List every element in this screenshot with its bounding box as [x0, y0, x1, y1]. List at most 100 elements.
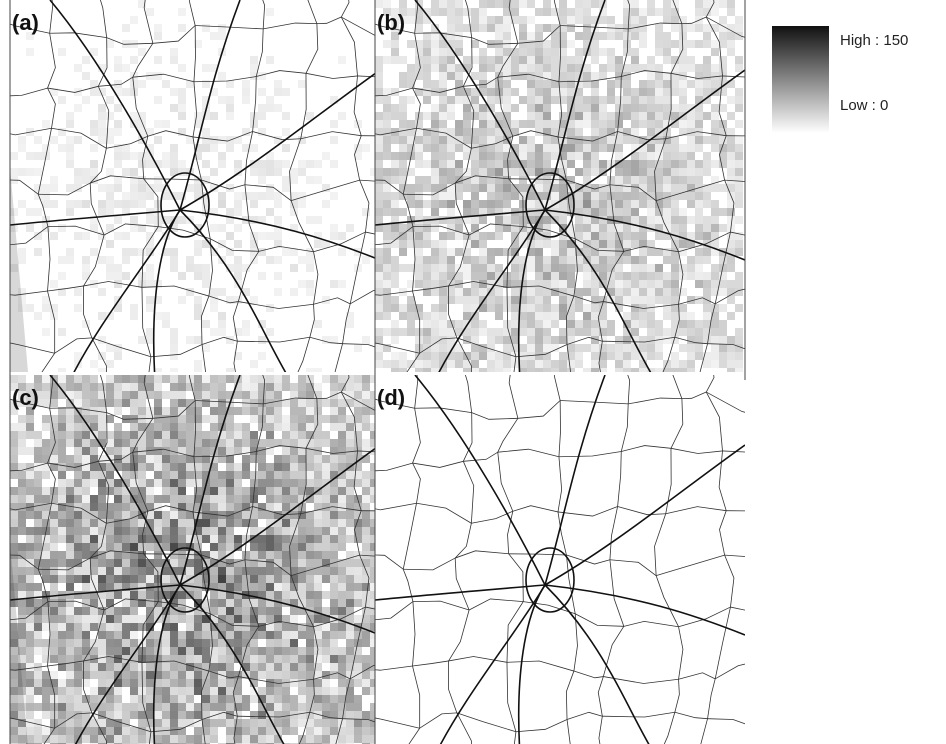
heat-cell	[146, 671, 154, 679]
heat-cell	[202, 439, 210, 447]
heat-cell	[26, 567, 34, 575]
heat-cell	[114, 543, 122, 551]
heat-cell	[631, 0, 639, 8]
heat-cell	[106, 655, 114, 663]
heat-cell	[591, 144, 599, 152]
heat-cell	[583, 200, 591, 208]
heat-cell	[471, 280, 479, 288]
heat-cell	[186, 479, 194, 487]
heat-cell	[218, 383, 226, 391]
heat-cell	[399, 144, 407, 152]
heat-cell	[146, 272, 154, 280]
heat-cell	[98, 288, 106, 296]
heat-cell	[282, 647, 290, 655]
heat-cell	[66, 495, 74, 503]
heat-cell	[82, 647, 90, 655]
heat-cell	[487, 368, 495, 376]
heat-cell	[290, 176, 298, 184]
heat-cell	[266, 431, 274, 439]
heat-cell	[639, 320, 647, 328]
heat-cell	[314, 527, 322, 535]
heat-cell	[274, 88, 282, 96]
heat-cell	[711, 232, 719, 240]
heat-cell	[138, 543, 146, 551]
heat-cell	[519, 72, 527, 80]
heat-cell	[727, 208, 735, 216]
heat-cell	[178, 695, 186, 703]
heat-cell	[727, 280, 735, 288]
heat-cell	[242, 423, 250, 431]
heat-cell	[66, 575, 74, 583]
heat-cell	[391, 304, 399, 312]
heat-cell	[250, 567, 258, 575]
heat-cell	[543, 56, 551, 64]
heat-cell	[274, 256, 282, 264]
heat-cell	[154, 375, 162, 383]
heat-cell	[202, 144, 210, 152]
heat-cell	[375, 256, 383, 264]
heat-cell	[18, 695, 26, 703]
heat-cell	[535, 320, 543, 328]
heat-cell	[567, 88, 575, 96]
heat-cell	[503, 96, 511, 104]
heat-cell	[26, 663, 34, 671]
heat-cell	[298, 471, 306, 479]
heat-cell	[375, 296, 383, 304]
heat-cell	[114, 631, 122, 639]
heat-cell	[50, 719, 58, 727]
heat-cell	[274, 415, 282, 423]
heat-cell	[282, 248, 290, 256]
heat-cell	[362, 591, 370, 599]
heat-cell	[575, 344, 583, 352]
heat-cell	[495, 248, 503, 256]
heat-cell	[274, 455, 282, 463]
heat-cell	[391, 296, 399, 304]
heat-cell	[583, 152, 591, 160]
heat-cell	[170, 735, 178, 743]
heat-cell	[535, 312, 543, 320]
heat-cell	[354, 663, 362, 671]
heat-cell	[647, 128, 655, 136]
heat-cell	[479, 328, 487, 336]
heat-cell	[186, 639, 194, 647]
heat-cell	[543, 104, 551, 112]
heat-cell	[194, 703, 202, 711]
heat-cell	[346, 431, 354, 439]
heat-cell	[122, 559, 130, 567]
heat-cell	[527, 360, 535, 368]
heat-cell	[391, 328, 399, 336]
heat-cell	[655, 8, 663, 16]
heat-cell	[114, 407, 122, 415]
heat-cell	[687, 152, 695, 160]
heat-cell	[407, 312, 415, 320]
heat-cell	[551, 144, 559, 152]
heat-cell	[58, 48, 66, 56]
heat-cell	[10, 559, 18, 567]
heat-cell	[439, 112, 447, 120]
heat-cell	[735, 216, 743, 224]
heat-cell	[58, 607, 66, 615]
heat-cell	[322, 551, 330, 559]
heat-cell	[487, 24, 495, 32]
heat-cell	[551, 360, 559, 368]
heat-cell	[391, 368, 399, 376]
heat-cell	[82, 72, 90, 80]
heat-cell	[306, 575, 314, 583]
heat-cell	[567, 152, 575, 160]
heat-cell	[146, 160, 154, 168]
heat-cell	[623, 272, 631, 280]
heat-cell	[631, 120, 639, 128]
heat-cell	[431, 80, 439, 88]
heat-cell	[306, 368, 314, 376]
heat-cell	[10, 647, 18, 655]
heat-cell	[647, 152, 655, 160]
heat-cell	[170, 375, 178, 383]
heat-cell	[66, 623, 74, 631]
heat-cell	[330, 527, 338, 535]
heat-cell	[98, 639, 106, 647]
heat-cell	[615, 360, 623, 368]
heat-cell	[58, 471, 66, 479]
heat-cell	[130, 176, 138, 184]
heat-cell	[346, 383, 354, 391]
heat-cell	[631, 256, 639, 264]
